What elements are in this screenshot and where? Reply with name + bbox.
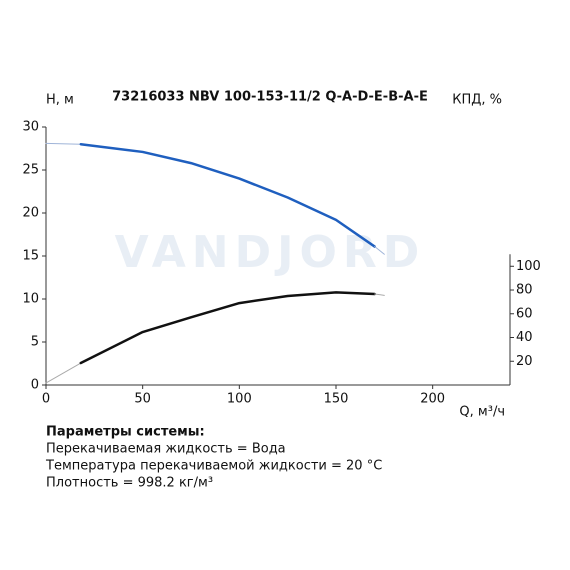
chart-title: 73216033 NBV 100-153-11/2 Q-A-D-E-B-A-E	[112, 90, 428, 105]
curve	[45, 362, 82, 384]
y2-tick-label: 100	[516, 259, 541, 274]
curve	[79, 291, 376, 365]
y-tick-label: 10	[22, 292, 39, 307]
x-tick-label: 100	[227, 392, 252, 407]
y-tick-label: 30	[22, 120, 39, 135]
param-line: Перекачиваемая жидкость = Вода	[46, 442, 286, 457]
param-line: Температура перекачиваемой жидкости = 20…	[45, 459, 382, 474]
y2-tick-label: 40	[516, 330, 533, 345]
y-tick-label: 5	[31, 335, 39, 350]
y-tick-label: 15	[22, 249, 39, 264]
params-heading: Параметры системы:	[46, 425, 205, 440]
y-axis-label: H, м	[46, 93, 74, 108]
x-tick-label: 50	[134, 392, 151, 407]
x-axis-label: Q, м³/ч	[459, 405, 505, 420]
y2-tick-label: 80	[516, 283, 533, 298]
param-line: Плотность = 998.2 кг/м³	[46, 476, 213, 491]
y-tick-label: 20	[22, 206, 39, 221]
y2-tick-label: 20	[516, 354, 533, 369]
y2-axis-label: КПД, %	[452, 93, 502, 108]
y-tick-label: 25	[22, 163, 39, 178]
curve	[374, 293, 385, 296]
y-tick-label: 0	[31, 378, 39, 393]
x-tick-label: 0	[42, 392, 50, 407]
y2-tick-label: 60	[516, 306, 533, 321]
watermark: VANDJORD	[115, 227, 426, 278]
curve	[374, 246, 385, 255]
curve	[79, 142, 376, 248]
x-tick-label: 200	[420, 392, 445, 407]
x-tick-label: 150	[324, 392, 349, 407]
curve	[45, 142, 82, 145]
